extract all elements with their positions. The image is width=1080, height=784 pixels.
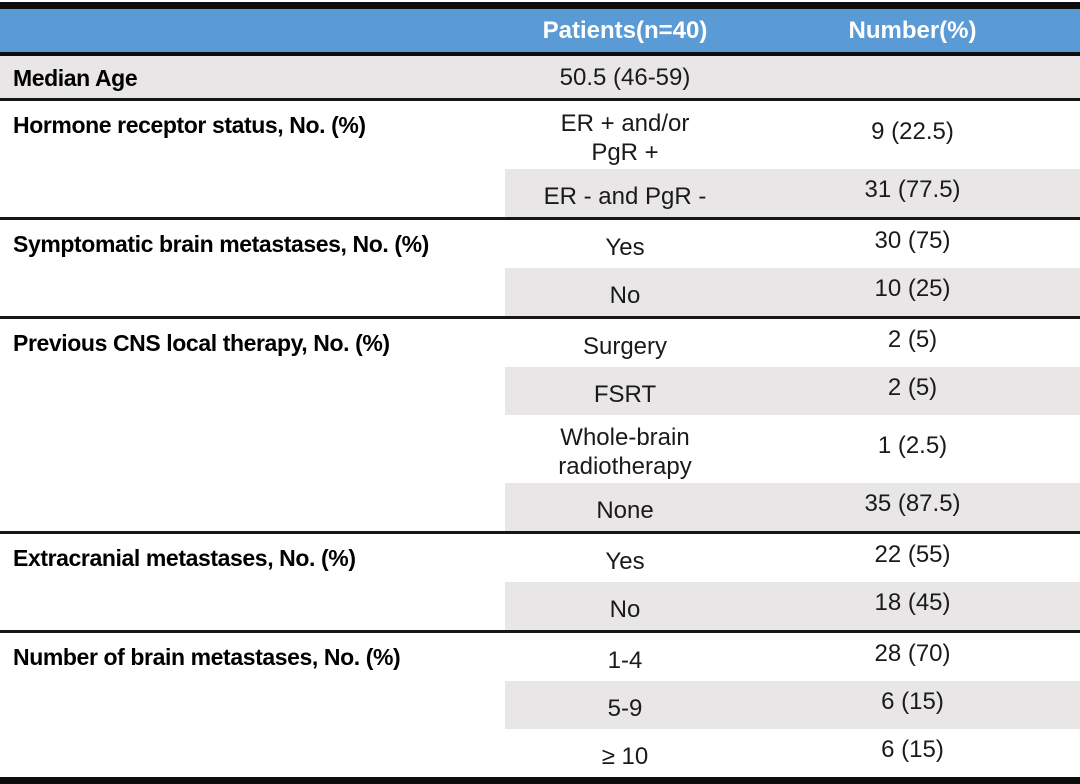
number-cell: 9 (22.5) <box>871 118 954 145</box>
patients-cell: Yes <box>605 233 645 261</box>
section-subrows: 1-4 28 (70) 5-9 6 (15) ≥ 10 6 (15) <box>505 633 1080 777</box>
number-cell: 28 (70) <box>874 640 951 667</box>
number-cell: 10 (25) <box>874 275 951 302</box>
number-cell: 30 (75) <box>874 227 951 254</box>
number-cell: 35 (87.5) <box>864 490 961 517</box>
table-row: Surgery 2 (5) <box>505 319 1080 367</box>
section-subrows: Yes 22 (55) No 18 (45) <box>505 534 1080 630</box>
table-row: No 18 (45) <box>505 582 1080 630</box>
section-subrows: Yes 30 (75) No 10 (25) <box>505 220 1080 316</box>
patients-cell: Surgery <box>582 332 668 360</box>
section-subrows: ER + and/or PgR + 9 (22.5) ER - and PgR … <box>505 101 1080 217</box>
table-section-extracranial-metastases: Extracranial metastases, No. (%) Yes 22 … <box>0 534 1080 633</box>
row-label: Hormone receptor status, No. (%) <box>13 112 366 138</box>
table-row: 1-4 28 (70) <box>505 633 1080 681</box>
patients-cell: Whole-brain radiotherapy <box>558 424 692 480</box>
table-row: No 10 (25) <box>505 268 1080 316</box>
table-section-previous-cns-local-therapy: Previous CNS local therapy, No. (%) Surg… <box>0 319 1080 534</box>
top-border-rule <box>0 2 1080 9</box>
table-section-number-of-brain-metastases: Number of brain metastases, No. (%) 1-4 … <box>0 633 1080 777</box>
table-header-row: Patients(n=40) Number(%) <box>0 9 1080 52</box>
patients-cell: No <box>609 281 641 309</box>
table-row: None 35 (87.5) <box>505 483 1080 531</box>
header-patients-column: Patients(n=40) <box>542 16 708 44</box>
row-label: Median Age <box>13 65 138 91</box>
table-row: Yes 30 (75) <box>505 220 1080 268</box>
table-row: 5-9 6 (15) <box>505 681 1080 729</box>
table-row: ER + and/or PgR + 9 (22.5) <box>505 101 1080 169</box>
patients-cell: 5-9 <box>607 694 643 722</box>
number-cell: 2 (5) <box>887 374 938 401</box>
row-label: Symptomatic brain metastases, No. (%) <box>13 231 429 257</box>
section-subrows: Surgery 2 (5) FSRT 2 (5) Whole-brain rad… <box>505 319 1080 531</box>
table-row: Yes 22 (55) <box>505 534 1080 582</box>
patients-cell: ER + and/or PgR + <box>560 110 690 166</box>
number-cell: 22 (55) <box>874 541 951 568</box>
number-cell: 6 (15) <box>881 688 944 715</box>
patients-cell: No <box>609 595 641 623</box>
row-label: Previous CNS local therapy, No. (%) <box>13 330 390 356</box>
patients-cell: ER - and PgR - <box>543 182 707 210</box>
patients-cell: FSRT <box>593 380 657 408</box>
table-row: ≥ 10 6 (15) <box>505 729 1080 777</box>
table-section-symptomatic-brain-metastases: Symptomatic brain metastases, No. (%) Ye… <box>0 220 1080 319</box>
number-cell: 31 (77.5) <box>864 176 961 203</box>
patients-cell: Yes <box>605 547 645 575</box>
number-cell: 1 (2.5) <box>877 432 948 459</box>
patients-cell: ≥ 10 <box>601 742 649 770</box>
row-label: Number of brain metastases, No. (%) <box>13 644 401 670</box>
patients-cell: None <box>596 496 654 524</box>
table-row: FSRT 2 (5) <box>505 367 1080 415</box>
table-row-median-age: Median Age 50.5 (46-59) <box>0 56 1080 101</box>
table-section-hormone-receptor-status: Hormone receptor status, No. (%) ER + an… <box>0 101 1080 220</box>
number-cell: 18 (45) <box>874 589 951 616</box>
table-row: ER - and PgR - 31 (77.5) <box>505 169 1080 217</box>
header-number-column: Number(%) <box>848 16 977 44</box>
number-cell: 2 (5) <box>887 326 938 353</box>
header-underline-rule <box>0 52 1080 56</box>
patients-cell: 50.5 (46-59) <box>559 63 691 91</box>
table-row: Whole-brain radiotherapy 1 (2.5) <box>505 415 1080 483</box>
patients-cell: 1-4 <box>607 646 643 674</box>
number-cell: 6 (15) <box>881 736 944 763</box>
row-label: Extracranial metastases, No. (%) <box>13 545 356 571</box>
